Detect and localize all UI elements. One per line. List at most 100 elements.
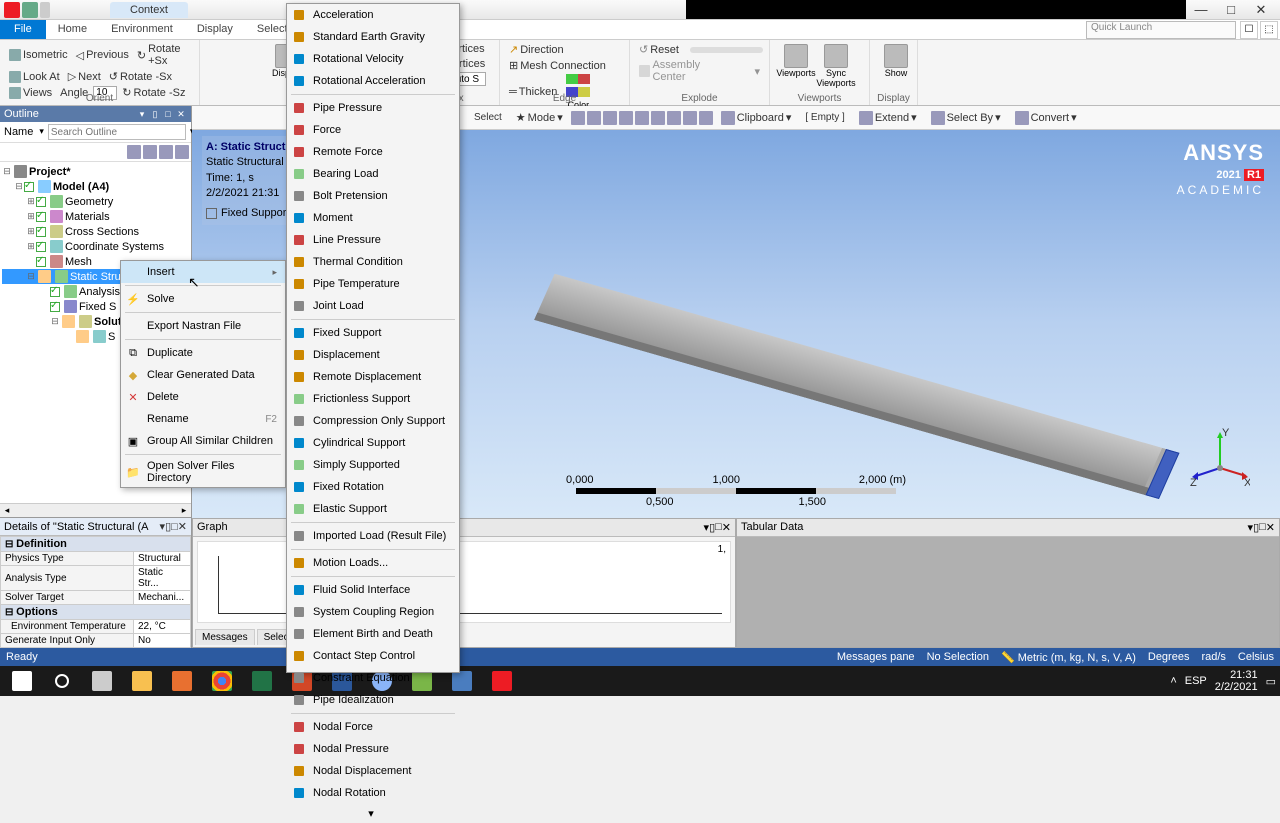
insert-item-fixed-rotation[interactable]: Fixed Rotation xyxy=(287,476,459,498)
outline-dropdown-icon[interactable]: ▾ xyxy=(136,108,148,120)
insert-item-thermal-condition[interactable]: Thermal Condition xyxy=(287,251,459,273)
taskbar-chrome[interactable] xyxy=(204,668,240,694)
outline-tool-icon-2[interactable] xyxy=(143,145,157,159)
insert-item-nodal-pressure[interactable]: Nodal Pressure xyxy=(287,738,459,760)
tray-notifications-icon[interactable]: ▭ xyxy=(1266,675,1276,688)
next-button[interactable]: ▷Next xyxy=(65,69,104,84)
ctx-export-nastran[interactable]: Export Nastran File xyxy=(121,315,285,337)
ctx-clear-generated[interactable]: ◆Clear Generated Data xyxy=(121,364,285,386)
outline-pin-icon[interactable]: ▯ xyxy=(149,108,161,120)
insert-item-imported-load-result-file-[interactable]: Imported Load (Result File) xyxy=(287,525,459,547)
insert-item-nodal-rotation[interactable]: Nodal Rotation xyxy=(287,782,459,804)
insert-item-pipe-idealization[interactable]: Pipe Idealization xyxy=(287,689,459,711)
taskbar-explorer[interactable] xyxy=(124,668,160,694)
mesh-connection-button[interactable]: ⊞Mesh Connection xyxy=(506,58,609,73)
task-view-button[interactable] xyxy=(84,668,120,694)
tree-geometry[interactable]: ⊞Geometry xyxy=(2,194,189,209)
context-tab[interactable]: Context xyxy=(110,2,188,18)
assembly-center-dropdown[interactable]: Assembly Center▾ xyxy=(636,58,763,84)
ctx-delete[interactable]: ✕Delete xyxy=(121,386,285,408)
insert-item-constraint-equation[interactable]: Constraint Equation xyxy=(287,667,459,689)
extend-button[interactable]: Extend▾ xyxy=(853,109,923,127)
qat-dropdown-icon[interactable] xyxy=(40,2,50,18)
insert-item-displacement[interactable]: Displacement xyxy=(287,344,459,366)
tool-icon-c[interactable] xyxy=(603,111,617,125)
insert-item-frictionless-support[interactable]: Frictionless Support xyxy=(287,388,459,410)
look-at-button[interactable]: Look At xyxy=(6,70,63,84)
isometric-button[interactable]: Isometric xyxy=(6,48,71,62)
insert-item-bearing-load[interactable]: Bearing Load xyxy=(287,163,459,185)
select-by-button[interactable]: Select By▾ xyxy=(925,109,1007,127)
tool-icon-d[interactable] xyxy=(619,111,633,125)
outline-close-icon[interactable]: ✕ xyxy=(175,108,187,120)
insert-item-remote-displacement[interactable]: Remote Displacement xyxy=(287,366,459,388)
insert-item-motion-loads-[interactable]: Motion Loads... xyxy=(287,552,459,574)
color-swatches[interactable]: Color xyxy=(566,74,590,110)
outline-tool-icon-4[interactable] xyxy=(175,145,189,159)
insert-item-cylindrical-support[interactable]: Cylindrical Support xyxy=(287,432,459,454)
graph-tab-messages[interactable]: Messages xyxy=(195,629,255,645)
graph-close-icon[interactable]: ✕ xyxy=(722,521,731,534)
insert-item-remote-force[interactable]: Remote Force xyxy=(287,141,459,163)
show-button[interactable]: Show xyxy=(876,42,916,81)
ansys-app-icon[interactable] xyxy=(4,2,20,18)
ctx-open-solver-dir[interactable]: 📁Open Solver Files Directory xyxy=(121,457,285,487)
outline-tool-icon-1[interactable] xyxy=(127,145,141,159)
empty-button[interactable]: [ Empty ] xyxy=(799,110,850,125)
outline-max-icon[interactable]: □ xyxy=(162,108,174,120)
tool-icon-a[interactable] xyxy=(571,111,585,125)
insert-item-elastic-support[interactable]: Elastic Support xyxy=(287,498,459,520)
insert-item-standard-earth-gravity[interactable]: Standard Earth Gravity xyxy=(287,26,459,48)
rotate-sx-button[interactable]: ↻Rotate +Sx xyxy=(134,42,193,68)
ctx-duplicate[interactable]: ⧉Duplicate xyxy=(121,342,285,364)
insert-item-fixed-support[interactable]: Fixed Support xyxy=(287,322,459,344)
insert-item-rotational-acceleration[interactable]: Rotational Acceleration xyxy=(287,70,459,92)
direction-button[interactable]: ↗Direction xyxy=(506,42,567,57)
ctx-insert[interactable]: Insert▸ xyxy=(121,261,285,283)
file-tab[interactable]: File xyxy=(0,20,46,39)
convert-button[interactable]: Convert▾ xyxy=(1009,109,1083,127)
maximize-button[interactable]: □ xyxy=(1216,1,1246,19)
tabular-data-body[interactable] xyxy=(737,537,1279,647)
search-outline-input[interactable] xyxy=(48,124,186,140)
tool-icon-b[interactable] xyxy=(587,111,601,125)
tree-materials[interactable]: ⊞Materials xyxy=(2,209,189,224)
tree-project[interactable]: ⊟Project* xyxy=(2,164,189,179)
tray-up-icon[interactable]: ˄ xyxy=(1170,675,1176,687)
quick-launch-input[interactable]: Quick Launch xyxy=(1086,21,1236,39)
sync-viewports-button[interactable]: Sync Viewports xyxy=(816,42,856,91)
ctx-group-similar[interactable]: ▣Group All Similar Children xyxy=(121,430,285,452)
insert-more[interactable]: ▾ xyxy=(287,804,459,823)
tab-home[interactable]: Home xyxy=(46,20,99,39)
mode-button[interactable]: ★Mode▾ xyxy=(510,109,569,126)
insert-item-force[interactable]: Force xyxy=(287,119,459,141)
reset-button[interactable]: ↺Reset xyxy=(636,42,682,57)
taskbar-excel[interactable] xyxy=(244,668,280,694)
help-button[interactable]: ☐ xyxy=(1240,21,1258,39)
tray-date[interactable]: 2/2/2021 xyxy=(1215,681,1258,693)
insert-item-pipe-pressure[interactable]: Pipe Pressure xyxy=(287,97,459,119)
rotate-nx-button[interactable]: ↺Rotate -Sx xyxy=(106,69,175,84)
save-icon[interactable] xyxy=(22,2,38,18)
insert-item-simply-supported[interactable]: Simply Supported xyxy=(287,454,459,476)
analysis-type-value[interactable]: Static Str... xyxy=(134,566,191,591)
status-messages[interactable]: Messages pane xyxy=(837,651,915,663)
status-units[interactable]: 📏 Metric (m, kg, N, s, V, A) xyxy=(1001,651,1136,664)
tabdata-close-icon[interactable]: ✕ xyxy=(1266,521,1275,534)
tree-cross-sections[interactable]: ⊞Cross Sections xyxy=(2,224,189,239)
viewports-button[interactable]: Viewports xyxy=(776,42,816,91)
insert-item-rotational-velocity[interactable]: Rotational Velocity xyxy=(287,48,459,70)
graph-max-icon[interactable]: □ xyxy=(715,521,722,534)
details-max-icon[interactable]: □ xyxy=(171,521,178,533)
ctx-rename[interactable]: RenameF2 xyxy=(121,408,285,430)
insert-item-element-birth-and-death[interactable]: Element Birth and Death xyxy=(287,623,459,645)
search-button[interactable] xyxy=(44,668,80,694)
insert-item-acceleration[interactable]: Acceleration xyxy=(287,4,459,26)
insert-item-joint-load[interactable]: Joint Load xyxy=(287,295,459,317)
tool-icon-g[interactable] xyxy=(667,111,681,125)
insert-item-moment[interactable]: Moment xyxy=(287,207,459,229)
outline-hscroll[interactable]: ◂▸ xyxy=(0,503,191,517)
physics-type-value[interactable]: Structural xyxy=(134,552,191,566)
minimize-button[interactable]: — xyxy=(1186,1,1216,19)
close-button[interactable]: ✕ xyxy=(1246,1,1276,19)
